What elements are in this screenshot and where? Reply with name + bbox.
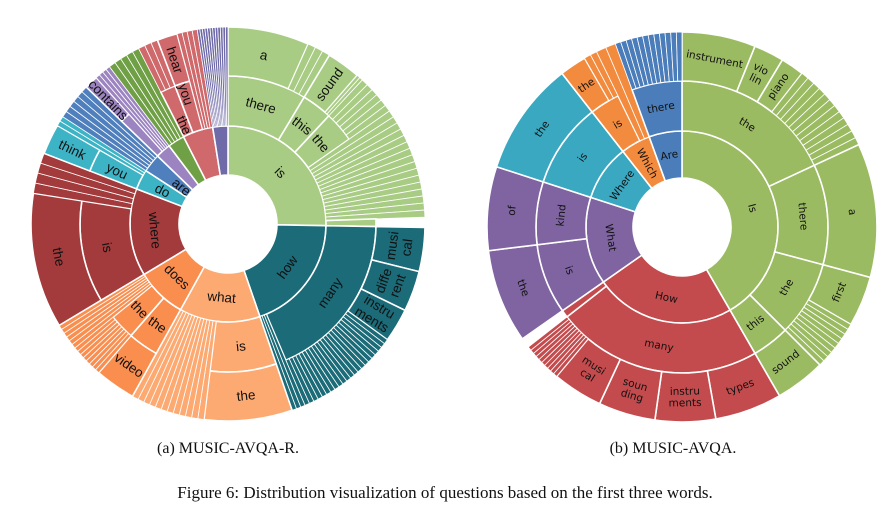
segment-label: what: [206, 288, 237, 306]
segment-label: of: [506, 205, 519, 217]
subcaption-a: (a) MUSIC-AVQA-R.: [157, 440, 299, 457]
segment-label: a: [259, 47, 270, 63]
segment-label: violin: [746, 60, 770, 88]
segment-label: Is: [745, 203, 759, 214]
sunburst-sliver: [225, 26, 229, 127]
segment-label: is: [99, 241, 116, 254]
segment-label: the: [236, 387, 256, 404]
segment-label: musical: [382, 230, 415, 262]
segment-label: Are: [660, 148, 680, 163]
segment-label: many: [643, 337, 674, 354]
segment-label: the: [514, 278, 531, 298]
segment-label: is: [235, 338, 247, 354]
segment-label: How: [654, 289, 679, 306]
segment-label: a: [846, 208, 859, 215]
segment-label: instruments: [668, 385, 701, 409]
sunburst-music-avqa-r: isthereathissoundthehowmanymusicaldiffer…: [30, 26, 426, 422]
segment-label: where: [146, 210, 164, 249]
segment-label: you: [175, 82, 196, 107]
sunburst-sliver: [675, 31, 683, 82]
figure-caption: Figure 6: Distribution visualization of …: [177, 483, 713, 502]
segment-label: there: [646, 100, 675, 117]
segment-label: the: [50, 246, 68, 267]
segment-label: there: [795, 202, 809, 231]
subcaption-b: (b) MUSIC-AVQA.: [609, 440, 737, 457]
segment-label: What: [602, 223, 618, 252]
segment-label: is: [562, 264, 576, 276]
segment-label: kind: [555, 204, 569, 227]
